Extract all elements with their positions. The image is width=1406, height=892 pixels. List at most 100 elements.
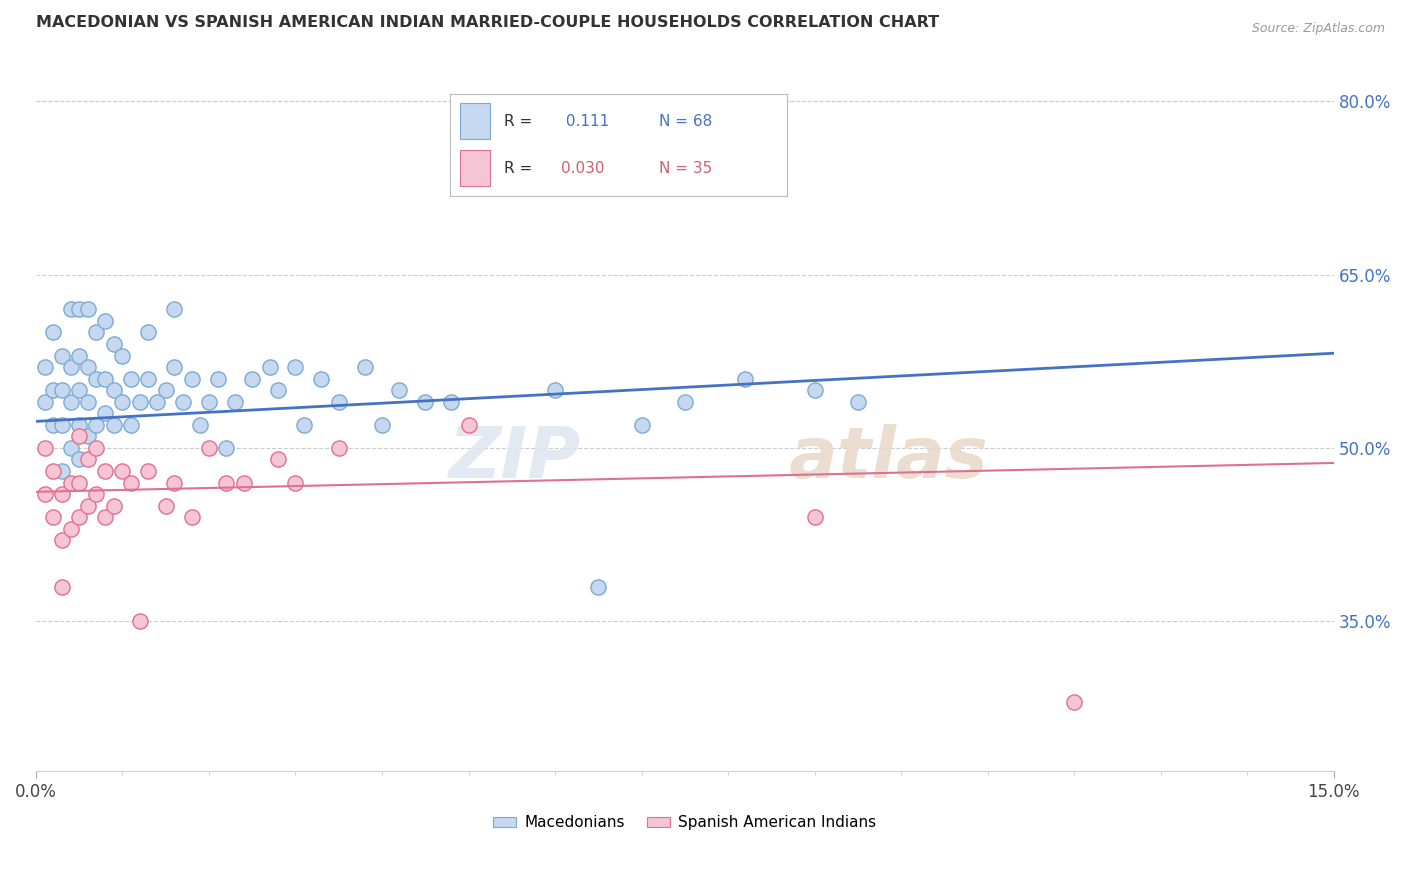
Text: MACEDONIAN VS SPANISH AMERICAN INDIAN MARRIED-COUPLE HOUSEHOLDS CORRELATION CHAR: MACEDONIAN VS SPANISH AMERICAN INDIAN MA… xyxy=(37,15,939,30)
Point xyxy=(128,394,150,409)
Point xyxy=(76,302,98,317)
Point xyxy=(94,510,117,524)
Point xyxy=(34,487,56,501)
Point xyxy=(59,394,82,409)
Point xyxy=(267,452,290,467)
Point xyxy=(51,464,73,478)
Point xyxy=(34,360,56,375)
Point xyxy=(224,394,246,409)
Point xyxy=(94,314,117,328)
Point xyxy=(42,510,65,524)
Point xyxy=(67,302,90,317)
Point xyxy=(198,394,221,409)
Point xyxy=(803,510,825,524)
Point xyxy=(67,429,90,443)
Point xyxy=(284,475,307,490)
Point xyxy=(111,394,134,409)
Point xyxy=(311,371,333,385)
Text: Source: ZipAtlas.com: Source: ZipAtlas.com xyxy=(1251,22,1385,36)
Point xyxy=(59,522,82,536)
Point xyxy=(103,383,125,397)
Point xyxy=(120,417,142,432)
Point xyxy=(328,394,350,409)
Point xyxy=(67,349,90,363)
Point xyxy=(94,406,117,420)
Point xyxy=(259,360,281,375)
Point xyxy=(128,614,150,628)
Point xyxy=(215,475,238,490)
Point xyxy=(59,360,82,375)
Point xyxy=(67,452,90,467)
Point xyxy=(42,464,65,478)
Point xyxy=(328,441,350,455)
Legend: Macedonians, Spanish American Indians: Macedonians, Spanish American Indians xyxy=(488,809,882,837)
Point xyxy=(67,510,90,524)
Point xyxy=(111,349,134,363)
Text: atlas: atlas xyxy=(789,424,988,493)
Point xyxy=(51,580,73,594)
Point xyxy=(440,394,463,409)
Point xyxy=(111,464,134,478)
Point xyxy=(34,394,56,409)
Point xyxy=(76,429,98,443)
Point xyxy=(51,533,73,548)
Point xyxy=(76,499,98,513)
Text: 0.030: 0.030 xyxy=(561,161,605,176)
Text: N = 68: N = 68 xyxy=(659,114,713,128)
Point xyxy=(163,302,186,317)
Point xyxy=(198,441,221,455)
Point xyxy=(457,417,479,432)
Point xyxy=(188,417,211,432)
Point xyxy=(51,487,73,501)
Text: 0.111: 0.111 xyxy=(561,114,610,128)
Point xyxy=(120,475,142,490)
Point xyxy=(51,349,73,363)
Point xyxy=(67,417,90,432)
Point xyxy=(630,417,652,432)
Point xyxy=(67,383,90,397)
Point xyxy=(1063,695,1085,709)
Point xyxy=(42,417,65,432)
Point xyxy=(138,464,160,478)
Text: N = 35: N = 35 xyxy=(659,161,713,176)
Point xyxy=(51,383,73,397)
Point xyxy=(103,337,125,351)
Point xyxy=(673,394,696,409)
Text: R =: R = xyxy=(503,161,537,176)
Text: ZIP: ZIP xyxy=(449,424,581,493)
Point xyxy=(388,383,411,397)
Point xyxy=(86,441,108,455)
Point xyxy=(103,417,125,432)
Point xyxy=(163,475,186,490)
Bar xyxy=(460,150,491,186)
Point xyxy=(371,417,394,432)
Point xyxy=(180,510,202,524)
Text: R =: R = xyxy=(503,114,537,128)
Point xyxy=(59,302,82,317)
Point xyxy=(155,499,177,513)
Point xyxy=(180,371,202,385)
Point xyxy=(86,326,108,340)
Point xyxy=(59,441,82,455)
Point xyxy=(232,475,254,490)
Point xyxy=(846,394,869,409)
Point xyxy=(155,383,177,397)
Point xyxy=(67,475,90,490)
Point xyxy=(42,326,65,340)
Point xyxy=(172,394,194,409)
Point xyxy=(51,417,73,432)
Point xyxy=(86,417,108,432)
Point xyxy=(103,499,125,513)
Point xyxy=(353,360,375,375)
Point xyxy=(86,487,108,501)
Point xyxy=(803,383,825,397)
Point xyxy=(120,371,142,385)
Point xyxy=(284,360,307,375)
Point xyxy=(138,371,160,385)
Bar xyxy=(460,103,491,139)
Point xyxy=(94,371,117,385)
Point xyxy=(544,383,567,397)
Point xyxy=(215,441,238,455)
Point xyxy=(163,360,186,375)
Point xyxy=(734,371,756,385)
